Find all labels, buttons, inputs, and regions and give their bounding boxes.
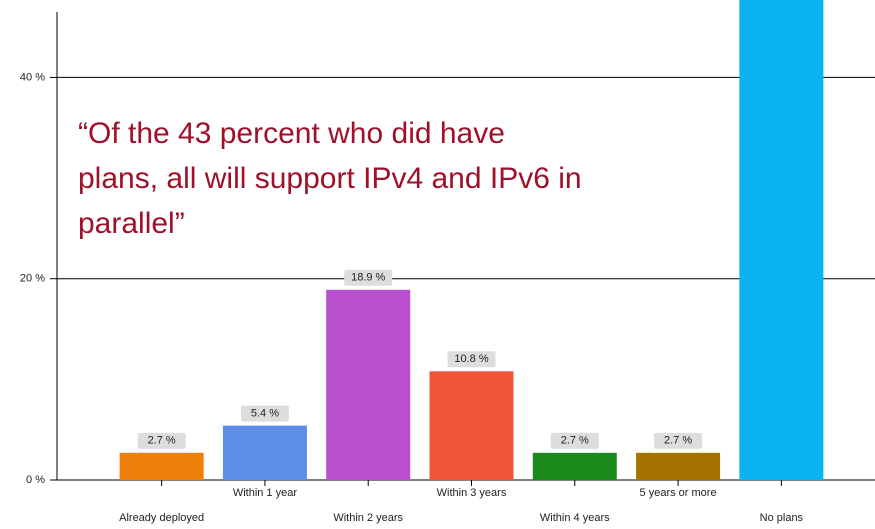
value-label-box (447, 351, 496, 368)
bar (532, 452, 617, 480)
annotation: plans, all will support IPv4 and IPv6 in (78, 162, 582, 195)
value-label-box (137, 432, 186, 449)
bar (326, 289, 411, 480)
bar (739, 0, 824, 480)
bar (636, 452, 721, 480)
x-tick-label: Within 4 years (540, 512, 610, 524)
value-label-box (240, 405, 289, 422)
annotation: parallel” (78, 207, 185, 240)
bar (222, 425, 307, 480)
x-tick-label: Within 1 year (233, 487, 298, 499)
x-tick-label: Already deployed (119, 512, 204, 524)
value-label-box (654, 432, 703, 449)
value-label-box (550, 432, 599, 449)
x-tick-label: No plans (760, 512, 804, 524)
annotation: “Of the 43 percent who did have (78, 117, 505, 150)
value-label: 18.9 % (351, 272, 385, 284)
value-label: 5.4 % (251, 408, 279, 420)
x-tick-label: Within 2 years (333, 512, 403, 524)
value-label: 2.7 % (148, 435, 176, 447)
bar (119, 452, 204, 480)
value-label: 10.8 % (454, 353, 488, 365)
value-label: 2.7 % (561, 435, 589, 447)
plot-area (119, 0, 824, 480)
bar (429, 371, 514, 480)
x-tick-label: Within 3 years (437, 487, 507, 499)
y-tick-label: 0 % (26, 474, 45, 486)
x-tick-label: 5 years or more (640, 487, 717, 499)
y-tick-label: 40 % (20, 71, 45, 83)
value-label: 2.7 % (664, 435, 692, 447)
value-label-box (344, 269, 393, 286)
y-tick-label: 20 % (20, 273, 45, 285)
